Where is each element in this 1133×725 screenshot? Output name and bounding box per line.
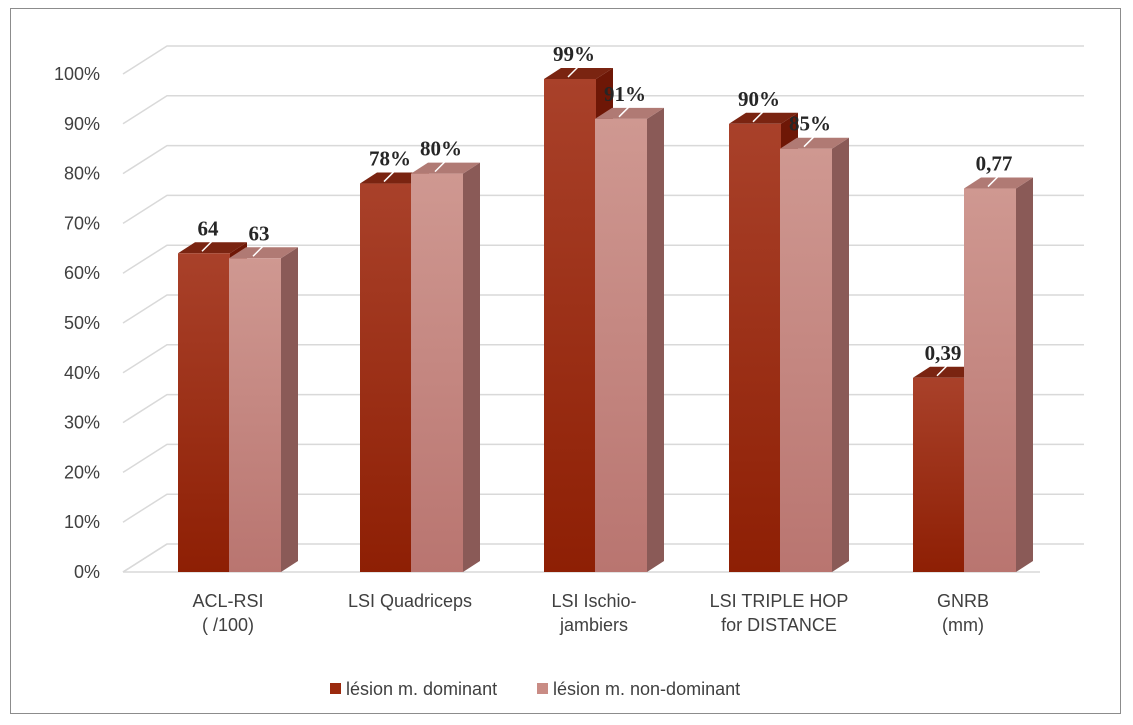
bar	[229, 247, 298, 572]
y-tick-label: 80%	[64, 164, 100, 184]
bar-side	[832, 137, 849, 572]
label-leader	[201, 240, 213, 252]
bar-front	[544, 78, 596, 572]
bar-side	[647, 107, 664, 572]
data-label: 0,39	[925, 341, 962, 365]
category-label: ACL-RSI ( /100)	[192, 591, 263, 635]
category-label-line: ( /100)	[202, 615, 254, 635]
category-label: LSI Ischio-jambiers	[551, 591, 636, 635]
category-label-line: LSI Ischio-	[551, 591, 636, 611]
x-axis: ACL-RSI ( /100) LSI Quadriceps LSI Ischio-j…	[192, 591, 989, 635]
bar-front	[913, 377, 965, 572]
y-axis: 0% 10% 20% 30% 40% 50% 60% 70% 80% 90% 100%	[54, 64, 100, 582]
label-leader	[936, 365, 948, 377]
category-label-line: LSI TRIPLE HOP	[710, 591, 849, 611]
bar-top	[964, 177, 1033, 189]
category-label-line: ACL-RSI	[192, 591, 263, 611]
y-tick-label: 90%	[64, 114, 100, 134]
label-leader	[752, 111, 764, 123]
floor-edge	[122, 543, 168, 573]
category-label-line: (mm)	[942, 615, 984, 635]
bar-front	[729, 123, 781, 573]
y-tick-label: 100%	[54, 64, 100, 84]
bar-front	[229, 258, 281, 572]
y-tick-label: 60%	[64, 263, 100, 283]
bar-front	[178, 253, 230, 572]
label-leader	[987, 176, 999, 188]
category-label-line: jambiers	[559, 615, 628, 635]
y-tick-label: 70%	[64, 213, 100, 233]
bar-top	[178, 242, 247, 254]
category-label: LSI TRIPLE HOP for DISTANCE	[710, 591, 849, 635]
gridline	[122, 95, 1084, 125]
bar-side	[463, 162, 480, 572]
category-label: LSI Quadriceps	[348, 591, 472, 611]
bar-top	[544, 67, 613, 79]
legend-swatch	[537, 683, 548, 694]
bar-side	[1016, 177, 1033, 573]
category-label-line: GNRB	[937, 591, 989, 611]
label-leader	[252, 245, 264, 257]
legend-label: lésion m. dominant	[346, 679, 497, 699]
y-tick-label: 10%	[64, 512, 100, 532]
label-leader	[567, 66, 579, 78]
y-tick-label: 40%	[64, 363, 100, 383]
gridline	[122, 45, 1084, 75]
bar-top	[729, 112, 798, 124]
label-leader	[803, 136, 815, 148]
bar-top	[411, 162, 480, 174]
legend-label: lésion m. non-dominant	[553, 679, 740, 699]
bar-front	[411, 173, 463, 572]
data-label: 91%	[604, 82, 646, 106]
category-label: GNRB (mm)	[937, 591, 989, 635]
bar-front	[595, 118, 647, 572]
bar	[780, 137, 849, 572]
label-leader	[434, 161, 446, 173]
bar-side	[281, 247, 298, 572]
y-tick-label: 0%	[74, 562, 100, 582]
label-leader	[383, 171, 395, 183]
bars	[178, 67, 1033, 573]
bar-front	[780, 148, 832, 572]
bar	[595, 107, 664, 572]
data-label: 78%	[369, 147, 411, 171]
category-label-line: for DISTANCE	[721, 615, 837, 635]
bar-top	[229, 247, 298, 259]
legend-swatch	[330, 683, 341, 694]
bar-top	[595, 107, 664, 119]
data-label: 80%	[420, 137, 462, 161]
data-labels: 64 78% 99% 90% 0,39 63 80% 91% 85% 0,77	[198, 42, 1013, 377]
data-label: 85%	[789, 112, 831, 136]
y-tick-label: 20%	[64, 462, 100, 482]
bar-front	[360, 183, 412, 572]
bar-front	[964, 188, 1016, 573]
data-label: 63	[249, 221, 270, 245]
category-label-line: LSI Quadriceps	[348, 591, 472, 611]
data-label: 64	[198, 216, 220, 240]
legend: lésion m. dominant lésion m. non-dominant	[330, 679, 740, 699]
data-label: 90%	[738, 87, 780, 111]
bar	[411, 162, 480, 572]
data-label: 99%	[553, 42, 595, 66]
y-tick-label: 30%	[64, 413, 100, 433]
bar	[964, 177, 1033, 573]
bar-top	[780, 137, 849, 149]
data-label: 0,77	[976, 152, 1013, 176]
y-tick-label: 50%	[64, 313, 100, 333]
label-leader	[618, 106, 630, 118]
